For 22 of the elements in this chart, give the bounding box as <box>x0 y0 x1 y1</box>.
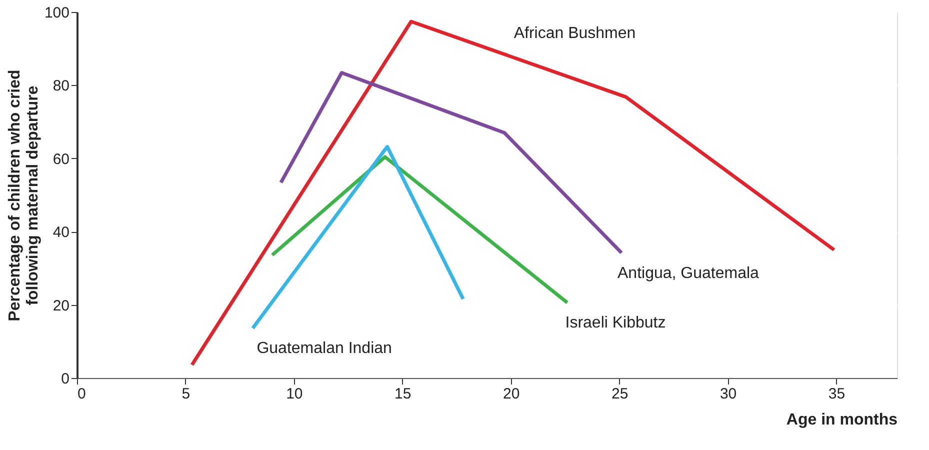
series-label: Guatemalan Indian <box>256 340 392 358</box>
y-axis-title: Percentage of children who cried following maternal departure <box>6 70 42 322</box>
x-tick-label: 30 <box>720 386 737 402</box>
y-tick-label: 100 <box>44 4 70 22</box>
x-tick-label: 5 <box>182 386 190 402</box>
series-label: Israeli Kibbutz <box>565 314 666 332</box>
x-tick-label: 10 <box>286 386 303 402</box>
series-label: Antigua, Guatemala <box>617 264 760 282</box>
x-axis-title: Age in months <box>786 412 898 428</box>
y-tick-label: 40 <box>52 224 70 242</box>
x-tick-label: 25 <box>611 386 628 402</box>
y-tick-label: 0 <box>61 370 70 388</box>
x-tick-label: 15 <box>394 386 412 402</box>
x-tick-label: 0 <box>78 386 86 402</box>
line-series <box>190 20 836 367</box>
x-tick-label: 20 <box>503 386 520 402</box>
series-label: African Bushmen <box>514 24 636 42</box>
y-tick-label: 60 <box>52 150 70 168</box>
y-tick-label: 80 <box>52 78 70 95</box>
y-tick-label: 20 <box>52 297 70 314</box>
x-tick-label: 35 <box>828 386 846 402</box>
line-series <box>279 71 624 255</box>
